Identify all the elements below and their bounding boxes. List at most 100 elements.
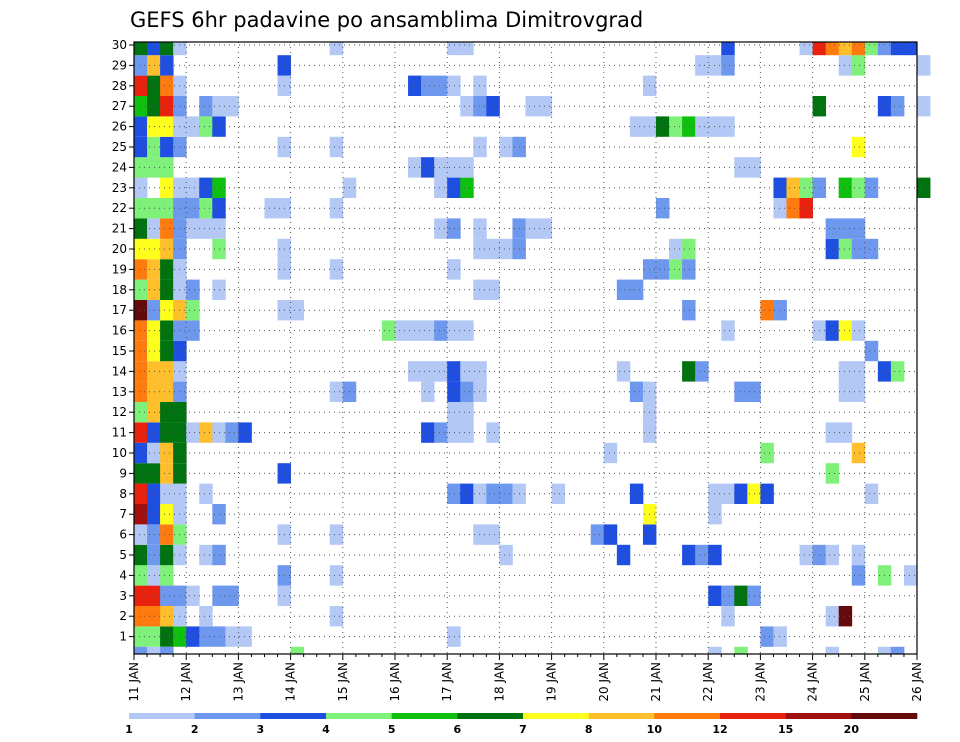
cell-member-13-step-46 — [734, 381, 748, 402]
cell-member-16-step-2 — [160, 320, 174, 341]
cell-member-17-step-49 — [773, 300, 787, 321]
cell-member-20-step-54 — [838, 238, 853, 260]
y-axis: 1234567891011121314151617181920212223242… — [112, 38, 134, 644]
x-tick-label: 22 JAN — [701, 662, 715, 702]
cell-member-18-step-37 — [616, 279, 631, 300]
cell-member-14-step-22 — [421, 361, 435, 382]
cell-member-26-step-5 — [199, 116, 213, 137]
cell-member-24-step-22 — [421, 157, 435, 178]
y-tick-label-1: 1 — [119, 630, 127, 644]
x-tick-label: 18 JAN — [492, 662, 506, 702]
cell-member-15-step-56 — [864, 340, 879, 362]
cell-member-23-step-50 — [786, 177, 800, 198]
cell-bottom-step-2 — [160, 646, 174, 654]
cell-member-10-step-36 — [603, 442, 618, 464]
cell-member-22-step-15 — [329, 198, 344, 219]
cell-member-8-step-24 — [447, 483, 461, 504]
cell-member-7-step-2 — [160, 504, 174, 525]
cell-member-11-step-53 — [825, 422, 840, 443]
cell-member-8-step-26 — [473, 483, 487, 504]
cell-member-3-step-7 — [225, 585, 239, 606]
cell-member-3-step-46 — [734, 585, 748, 606]
y-tick-label-20: 20 — [112, 242, 127, 256]
cell-member-20-step-42 — [682, 238, 696, 260]
cell-member-28-step-22 — [421, 75, 435, 96]
colorbar-label-8: 8 — [585, 723, 593, 736]
cell-member-27-step-2 — [160, 96, 174, 117]
cell-member-8-step-32 — [551, 483, 566, 504]
cell-member-11-step-23 — [434, 422, 448, 443]
cell-member-27-step-60 — [917, 96, 931, 117]
cell-member-29-step-0 — [134, 55, 148, 76]
cell-member-25-step-28 — [499, 136, 513, 158]
cell-member-24-step-23 — [434, 157, 448, 178]
cell-member-21-step-2 — [160, 218, 174, 239]
cell-member-3-step-2 — [160, 585, 174, 606]
cell-member-14-step-54 — [838, 361, 853, 382]
cell-member-1-step-2 — [160, 626, 174, 647]
cell-member-13-step-2 — [160, 381, 174, 402]
cell-member-5-step-55 — [851, 544, 866, 566]
cell-member-26-step-45 — [721, 116, 735, 137]
cell-member-11-step-5 — [199, 422, 213, 443]
cell-member-22-step-0 — [134, 198, 148, 219]
cell-member-1-step-0 — [134, 626, 148, 647]
cell-member-30-step-56 — [864, 42, 879, 56]
cell-member-20-step-28 — [499, 238, 513, 260]
cell-member-22-step-10 — [264, 198, 278, 219]
cell-member-17-step-2 — [160, 300, 174, 321]
cell-member-25-step-15 — [329, 136, 344, 158]
y-tick-label-29: 29 — [112, 58, 127, 72]
cell-member-21-step-26 — [473, 218, 487, 239]
cell-member-24-step-0 — [134, 157, 148, 178]
cell-member-30-step-0 — [134, 42, 148, 56]
cell-member-20-step-2 — [160, 238, 174, 260]
cell-member-28-step-0 — [134, 75, 148, 96]
cell-member-20-step-56 — [864, 238, 879, 260]
cell-member-6-step-27 — [486, 524, 500, 545]
cell-member-22-step-5 — [199, 198, 213, 219]
cell-member-1-step-4 — [186, 626, 200, 647]
cell-member-23-step-55 — [851, 177, 866, 198]
cell-member-11-step-27 — [486, 422, 500, 443]
cell-member-10-step-2 — [160, 442, 174, 464]
colorbar-swatch — [720, 713, 786, 719]
cell-member-22-step-49 — [773, 198, 787, 219]
cell-member-29-step-55 — [851, 55, 866, 76]
cell-member-19-step-24 — [447, 259, 461, 280]
colorbar-swatch — [785, 713, 852, 719]
cell-member-10-step-1 — [147, 442, 161, 464]
cell-member-11-step-0 — [134, 422, 148, 443]
colorbar-label-7: 7 — [519, 723, 527, 736]
cell-member-11-step-4 — [186, 422, 200, 443]
cell-member-5-step-5 — [199, 544, 213, 566]
cell-member-15-step-0 — [134, 340, 148, 362]
cell-member-14-step-23 — [434, 361, 448, 382]
cell-member-6-step-15 — [329, 524, 344, 545]
cell-member-26-step-2 — [160, 116, 174, 137]
cell-member-3-step-0 — [134, 585, 148, 606]
cell-member-21-step-53 — [825, 218, 840, 239]
cell-member-30-step-45 — [721, 42, 735, 56]
cell-member-30-step-52 — [812, 42, 827, 56]
cell-member-22-step-2 — [160, 198, 174, 219]
cell-member-27-step-5 — [199, 96, 213, 117]
colorbar-label-3: 3 — [257, 723, 265, 736]
cell-member-18-step-1 — [147, 279, 161, 300]
cell-member-1-step-49 — [773, 626, 787, 647]
cell-member-11-step-8 — [238, 422, 252, 443]
colorbar-label-20: 20 — [844, 723, 860, 736]
cell-member-24-step-1 — [147, 157, 161, 178]
cell-member-13-step-24 — [447, 381, 461, 402]
cell-member-29-step-54 — [838, 55, 853, 76]
cell-member-20-step-41 — [669, 238, 683, 260]
cell-member-5-step-2 — [160, 544, 174, 566]
cell-member-18-step-38 — [629, 279, 644, 300]
cell-member-13-step-54 — [838, 381, 853, 402]
cell-member-29-step-1 — [147, 55, 161, 76]
cell-member-27-step-58 — [890, 96, 905, 117]
cell-member-13-step-22 — [421, 381, 435, 402]
cell-member-3-step-1 — [147, 585, 161, 606]
colorbar-label-12: 12 — [712, 723, 727, 736]
cell-member-20-step-1 — [147, 238, 161, 260]
